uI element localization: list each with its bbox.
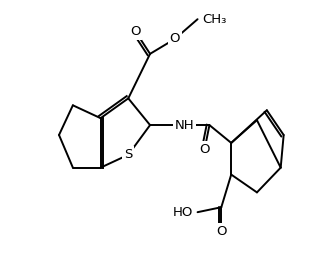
Text: NH: NH (175, 119, 194, 132)
Text: CH₃: CH₃ (202, 13, 227, 26)
Text: O: O (216, 225, 227, 239)
Text: HO: HO (173, 206, 194, 219)
Text: S: S (124, 148, 133, 161)
Text: O: O (130, 25, 140, 38)
Text: O: O (169, 32, 180, 46)
Text: O: O (199, 143, 210, 156)
